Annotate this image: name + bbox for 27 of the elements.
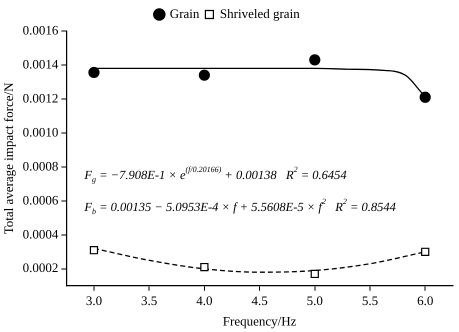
point <box>200 262 209 272</box>
x-tick-label: 3.0 <box>86 293 102 308</box>
x-tick-label: 6.0 <box>417 293 434 308</box>
point <box>420 92 431 103</box>
point <box>90 246 98 254</box>
x-tick-label: 4.5 <box>251 293 268 308</box>
y-tick-label: 0.0006 <box>22 192 59 208</box>
y-tick-label: 0.0002 <box>22 260 58 276</box>
y-axis-title: Total average impact force/N <box>1 82 16 234</box>
y-tick-label: 0.0004 <box>22 226 59 242</box>
y-tick-label: 0.0008 <box>22 158 58 174</box>
point <box>309 54 320 66</box>
legend-label: Grain <box>170 6 200 21</box>
y-tick-label: 0.0010 <box>22 124 58 140</box>
x-tick-label: 5.0 <box>306 293 323 308</box>
y-tick-label: 0.0016 <box>22 22 59 38</box>
point <box>88 66 100 78</box>
y-tick-label: 0.0012 <box>22 90 58 106</box>
x-tick-label: 4.0 <box>196 293 212 308</box>
x-axis-title: Frequency/Hz <box>222 314 297 329</box>
x-tick-label: 3.5 <box>141 293 158 308</box>
y-tick-label: 0.0014 <box>22 56 59 72</box>
point <box>198 70 210 81</box>
point <box>310 270 319 278</box>
legend-label: Shriveled grain <box>220 6 300 21</box>
point <box>421 248 430 256</box>
x-tick-label: 5.5 <box>362 293 378 308</box>
